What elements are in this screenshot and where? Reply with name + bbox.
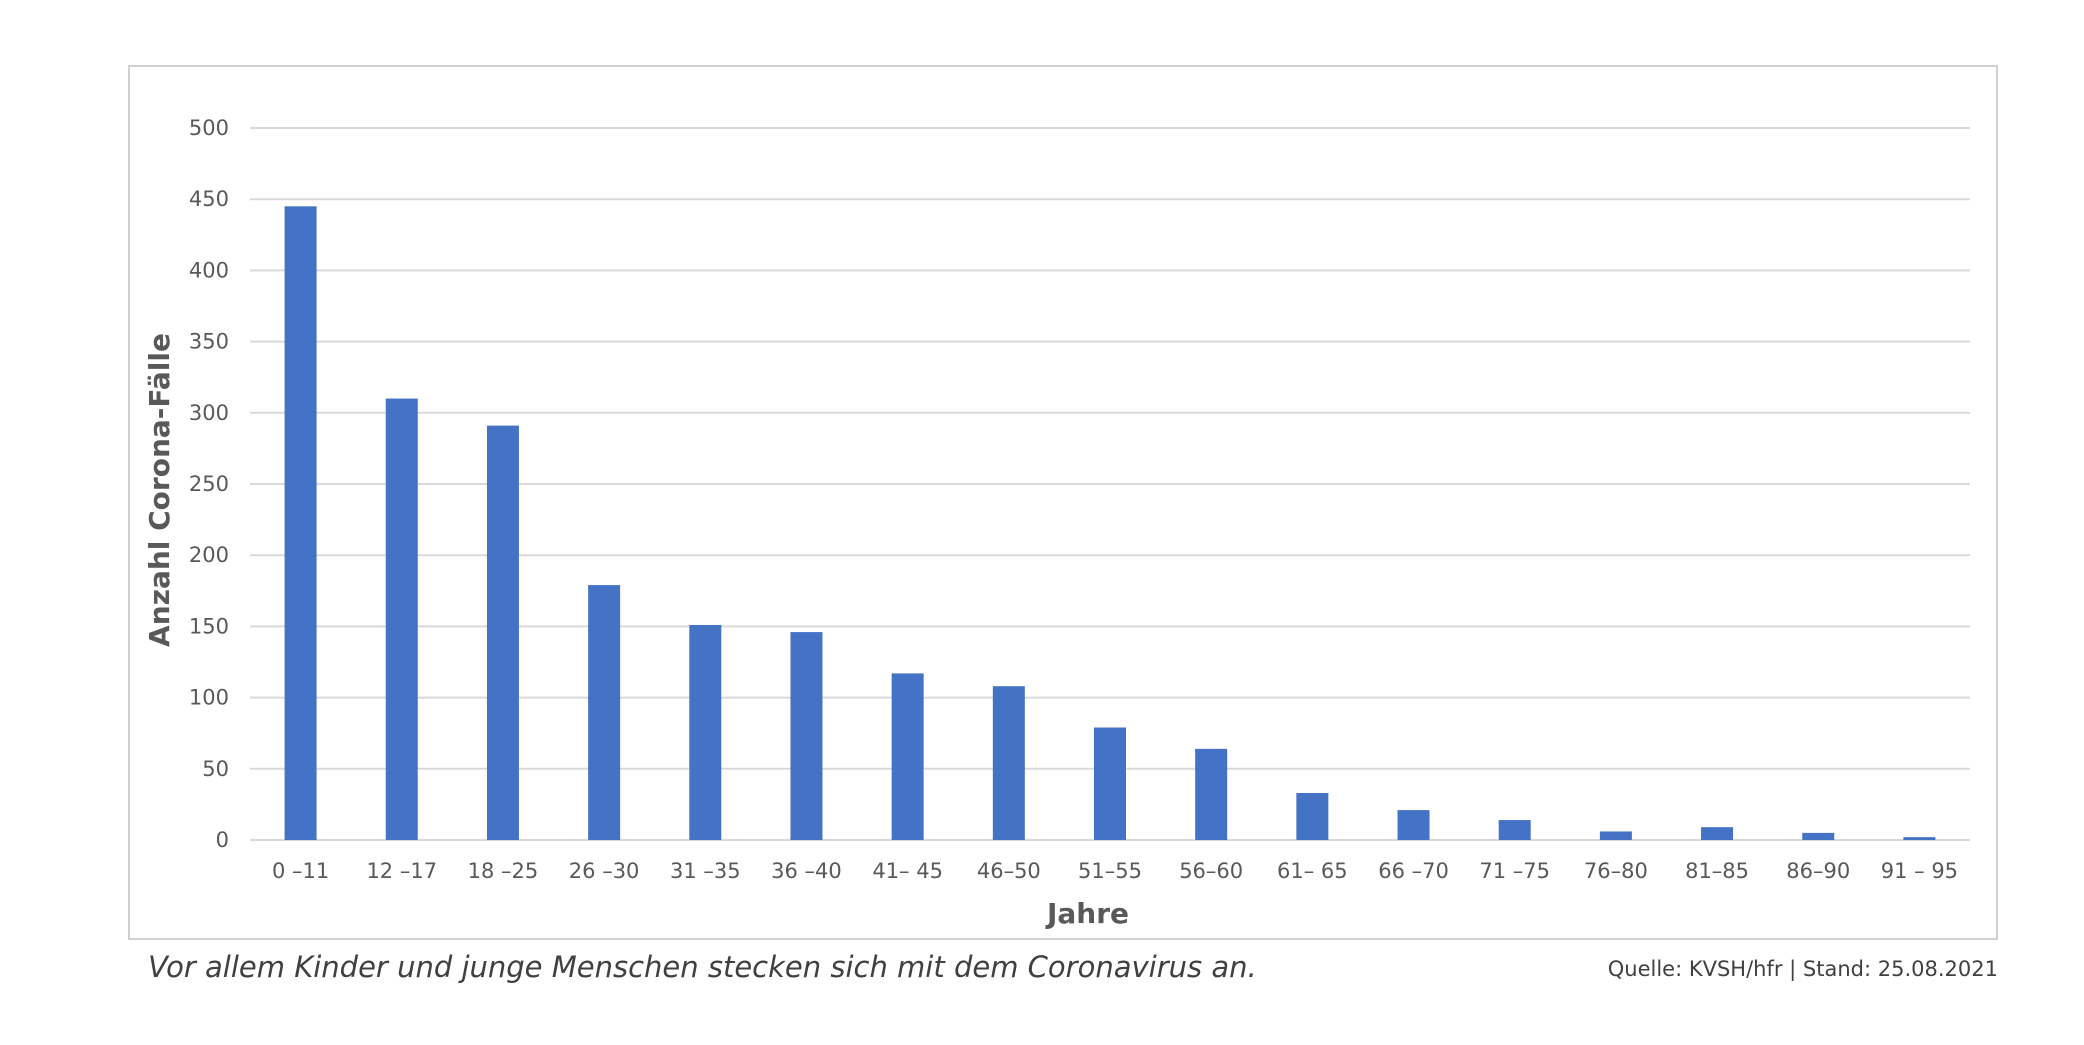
y-tick-label: 400 [189,258,229,282]
x-tick-label: 31 –35 [670,859,741,883]
x-tick-label: 71 –75 [1479,859,1550,883]
y-tick-label: 300 [189,401,229,425]
bar [992,686,1025,840]
bar [1195,748,1228,840]
y-axis-ticks: 0 50 100 150 200 250 300 350 400 450 500 [189,116,229,852]
x-tick-label: 12 –17 [366,859,437,883]
bar [284,206,317,840]
chart-frame [128,65,1998,940]
x-tick-label: 81–85 [1685,859,1749,883]
y-tick-label: 150 [189,614,229,638]
bar [689,624,722,840]
bar [1498,820,1531,840]
y-tick-label: 0 [216,828,229,852]
x-tick-label: 26 –30 [569,859,640,883]
x-axis-title: Jahre [1045,897,1129,930]
bar [1701,827,1734,840]
y-tick-label: 500 [189,116,229,140]
x-tick-label: 66 –70 [1378,859,1449,883]
y-tick-label: 50 [202,757,229,781]
bar [1397,810,1430,840]
x-tick-label: 41– 45 [872,859,943,883]
x-tick-label: 91 – 95 [1881,859,1958,883]
x-tick-label: 46–50 [977,859,1041,883]
bars [284,206,1936,840]
bar [1094,727,1126,840]
y-tick-label: 200 [189,543,229,567]
x-tick-label: 18 –25 [468,859,539,883]
bar [1296,793,1329,840]
x-tick-label: 86–90 [1786,859,1850,883]
x-tick-label: 76–80 [1584,859,1648,883]
bar [486,425,519,840]
x-tick-label: 36 –40 [771,859,842,883]
bar [385,398,418,840]
x-tick-label: 51–55 [1078,859,1142,883]
x-tick-label: 0 –11 [272,859,329,883]
y-axis-title: Anzahl Corona-Fälle [143,333,176,647]
bar [588,585,621,840]
source-note: Quelle: KVSH/hfr | Stand: 25.08.2021 [1607,957,1998,981]
x-axis-ticks: 0 –11 12 –17 18 –25 26 –30 31 –35 36 –40 41– 4… [272,859,1958,883]
bar [1903,837,1936,840]
chart-caption: Vor allem Kinder und junge Menschen stec… [148,950,1257,984]
y-tick-label: 350 [189,330,229,354]
y-tick-label: 250 [189,472,229,496]
y-tick-label: 100 [189,686,229,710]
y-tick-label: 450 [189,187,229,211]
bar [1802,832,1835,840]
x-tick-label: 61– 65 [1277,859,1348,883]
x-tick-label: 56–60 [1179,859,1243,883]
bar [790,632,823,840]
bar [1599,831,1632,840]
bar [891,673,924,840]
gridlines [250,127,1970,841]
